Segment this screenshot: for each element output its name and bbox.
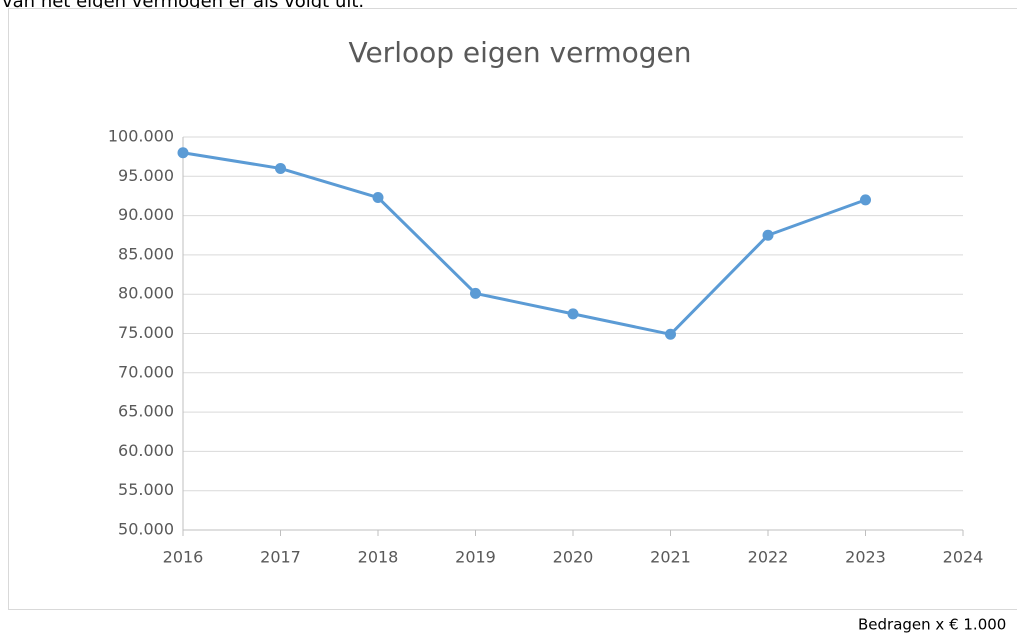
x-tick-label: 2016 <box>163 548 204 567</box>
x-tick-label: 2023 <box>845 548 886 567</box>
x-tick-label: 2021 <box>650 548 691 567</box>
series-line <box>182 151 867 336</box>
footnote: Bedragen x € 1.000 <box>858 616 1006 634</box>
y-tick-label: 80.000 <box>118 284 174 303</box>
data-point <box>470 287 481 299</box>
y-tick-label: 90.000 <box>118 205 174 224</box>
y-tick-label: 85.000 <box>118 244 174 263</box>
data-point <box>762 229 774 241</box>
data-point <box>860 194 871 206</box>
x-tick-label: 2018 <box>358 548 399 567</box>
x-tick-label: 2019 <box>455 548 496 567</box>
y-tick-label: 50.000 <box>118 520 174 539</box>
data-point <box>275 162 286 174</box>
y-tick-label: 65.000 <box>118 402 174 421</box>
x-tick-label: 2020 <box>553 548 594 567</box>
y-tick-label: 55.000 <box>118 480 174 499</box>
data-point <box>665 328 676 340</box>
y-tick-label: 100.000 <box>108 127 174 146</box>
x-tick-label: 2022 <box>748 548 789 567</box>
x-tick-label: 2024 <box>943 548 984 567</box>
chart-title: Verloop eigen vermogen <box>348 36 691 69</box>
y-tick-label: 75.000 <box>118 323 174 342</box>
data-point <box>567 308 579 320</box>
data-point <box>372 192 384 204</box>
y-tick-label: 70.000 <box>118 362 174 381</box>
data-point <box>177 147 189 159</box>
x-tick-label: 2017 <box>260 548 301 567</box>
y-tick-label: 95.000 <box>118 166 174 185</box>
chart-frame <box>8 8 1017 610</box>
y-tick-label: 60.000 <box>118 441 174 460</box>
